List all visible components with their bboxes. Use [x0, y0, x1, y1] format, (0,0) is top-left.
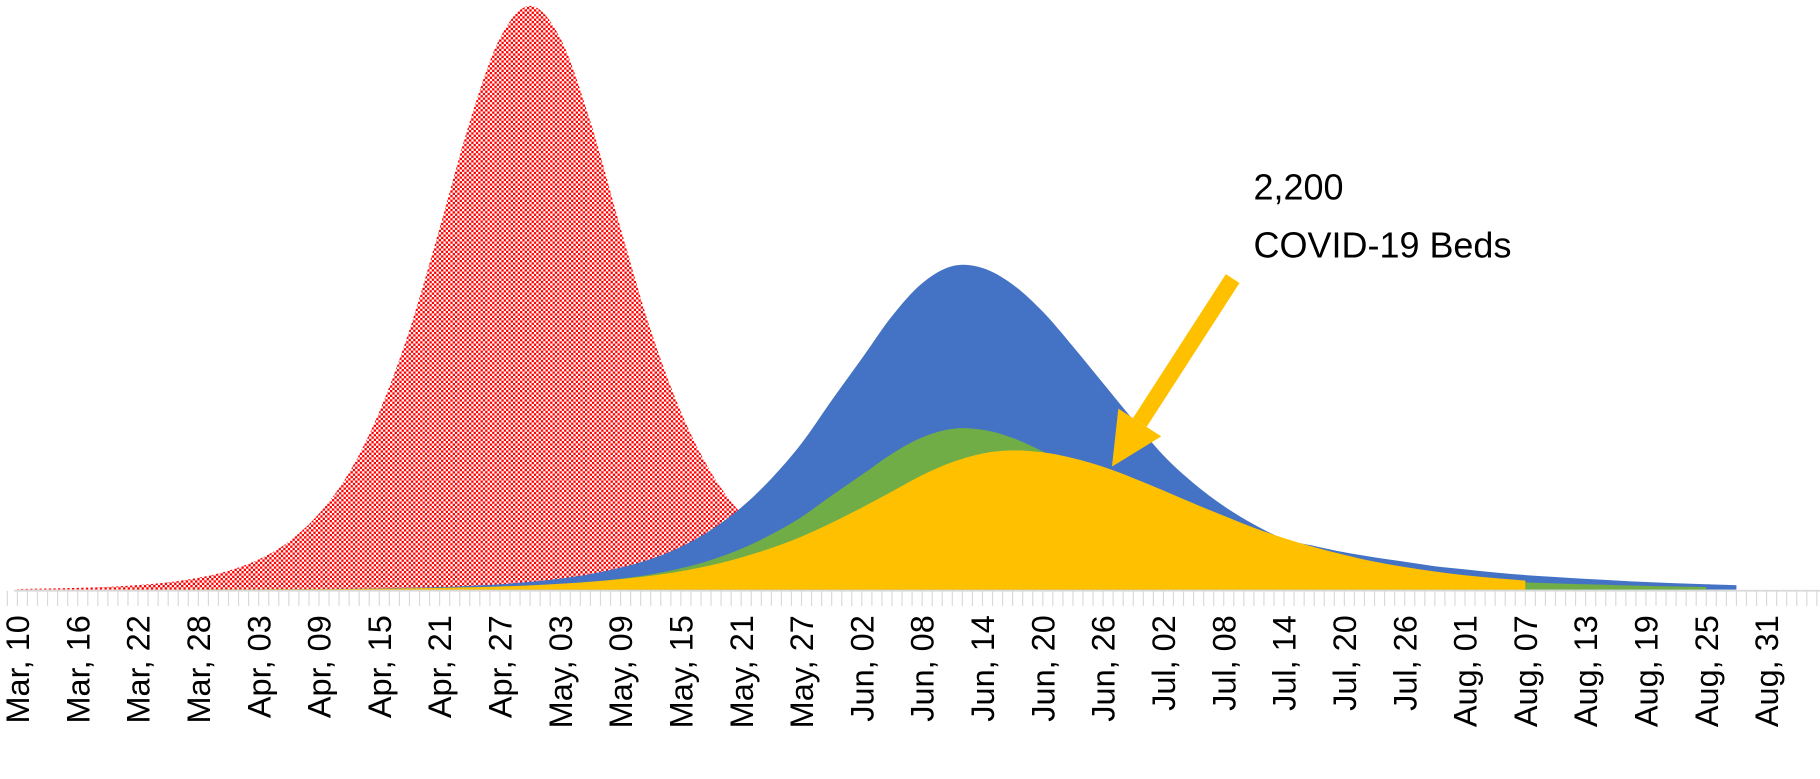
annotation-arrow-head	[1111, 408, 1162, 467]
x-tick-label: Mar, 22	[121, 615, 157, 723]
area	[17, 264, 1737, 590]
x-tick-labels: Mar, 10 Mar, 16 Mar, 22 Mar, 28 Apr, 03 Apr, …	[0, 615, 1785, 728]
x-tick-label: Mar, 28	[181, 615, 217, 723]
x-tick-label: Apr, 27	[483, 615, 519, 718]
x-tick-label: Jul, 14	[1267, 615, 1303, 711]
x-tick-label: Jul, 20	[1327, 615, 1363, 711]
x-tick-label: Aug, 13	[1568, 615, 1604, 727]
x-tick-label: Aug, 25	[1689, 615, 1725, 727]
x-tick-label: Apr, 15	[362, 615, 398, 718]
areas	[17, 5, 1737, 590]
x-tick-label: May, 03	[543, 615, 579, 728]
area	[17, 450, 1526, 590]
annotation: 2,200 COVID-19 Beds	[1111, 167, 1512, 467]
area	[17, 5, 1164, 590]
x-tick-label: Jun, 14	[965, 615, 1001, 722]
plot-area: Mar, 10 Mar, 16 Mar, 22 Mar, 28 Apr, 03 Apr, …	[0, 5, 1820, 728]
x-tick-label: Jun, 20	[1025, 615, 1061, 722]
x-tick-label: Aug, 19	[1629, 615, 1665, 727]
x-tick-label: Mar, 10	[0, 615, 36, 723]
annotation-arrow-shaft	[1132, 274, 1240, 427]
x-tick-label: May, 27	[784, 615, 820, 728]
x-tick-label: Aug, 01	[1448, 615, 1484, 727]
x-tick-label: Jul, 26	[1387, 615, 1423, 711]
x-tick-label: Mar, 16	[60, 615, 96, 723]
x-tick-label: Apr, 03	[241, 615, 277, 718]
x-tick-label: Aug, 07	[1508, 615, 1544, 727]
x-tick-label: Jun, 08	[905, 615, 941, 722]
x-ticks	[6, 590, 1818, 606]
x-tick-label: Jun, 02	[844, 615, 880, 722]
annotation-text: 2,200	[1254, 167, 1344, 208]
x-tick-label: May, 09	[603, 615, 639, 728]
x-tick-label: Jun, 26	[1086, 615, 1122, 722]
x-tick-label: May, 21	[724, 615, 760, 728]
x-tick-label: Jul, 02	[1146, 615, 1182, 711]
x-tick-label: Jul, 08	[1206, 615, 1242, 711]
x-tick-label: Aug, 31	[1749, 615, 1785, 727]
x-tick-label: May, 15	[663, 615, 699, 728]
x-tick-label: Apr, 09	[302, 615, 338, 718]
annotation-text: COVID-19 Beds	[1254, 225, 1512, 266]
x-tick-label: Apr, 21	[422, 615, 458, 718]
